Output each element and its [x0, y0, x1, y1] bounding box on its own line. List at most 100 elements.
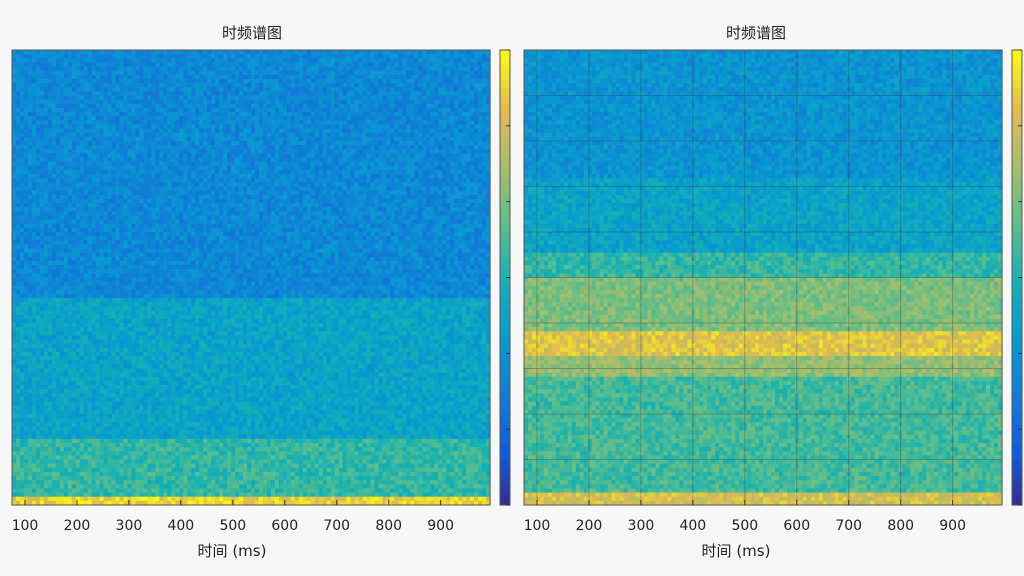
- heatmap-cell: [450, 198, 455, 204]
- heatmap-cell: [378, 124, 384, 130]
- heatmap-cell: [123, 186, 129, 192]
- heatmap-cell: [310, 136, 316, 142]
- heatmap-cell: [474, 91, 479, 97]
- heatmap-cell: [286, 124, 292, 130]
- heatmap-cell: [370, 74, 376, 80]
- heatmap-cell: [231, 87, 236, 92]
- heatmap-cell: [474, 116, 479, 121]
- heatmap-cell: [179, 211, 184, 217]
- heatmap-cell: [71, 219, 77, 225]
- heatmap-cell: [358, 190, 364, 196]
- heatmap-cell: [167, 132, 172, 138]
- heatmap-cell: [203, 107, 208, 113]
- heatmap-cell: [111, 215, 117, 221]
- heatmap-cell: [31, 99, 37, 105]
- heatmap-cell: [12, 157, 17, 163]
- heatmap-cell: [262, 116, 268, 121]
- heatmap-cell: [486, 161, 491, 167]
- heatmap-cell: [302, 145, 308, 150]
- heatmap-cell: [434, 62, 439, 68]
- heatmap-cell: [434, 141, 439, 146]
- heatmap-cell: [211, 157, 216, 163]
- heatmap-cell: [43, 161, 49, 167]
- heatmap-cell: [390, 190, 395, 196]
- heatmap-cell: [47, 120, 53, 126]
- heatmap-cell: [195, 50, 200, 55]
- heatmap-cell: [23, 169, 29, 175]
- heatmap-cell: [19, 116, 25, 121]
- heatmap-cell: [83, 169, 89, 175]
- heatmap-cell: [115, 219, 121, 225]
- heatmap-cell: [410, 66, 415, 72]
- heatmap-cell: [43, 186, 49, 192]
- heatmap-cell: [115, 211, 121, 217]
- heatmap-cell: [251, 215, 256, 221]
- heatmap-cell: [67, 58, 73, 64]
- heatmap-cell: [63, 182, 69, 188]
- heatmap-cell: [434, 194, 439, 200]
- heatmap-cell: [167, 174, 172, 179]
- heatmap-cell: [75, 62, 81, 68]
- heatmap-cell: [390, 215, 395, 221]
- heatmap-cell: [139, 58, 145, 64]
- heatmap-cell: [123, 107, 129, 113]
- heatmap-cell: [139, 70, 145, 76]
- heatmap-cell: [334, 58, 340, 64]
- heatmap-cell: [199, 70, 204, 76]
- heatmap-cell: [203, 99, 208, 105]
- heatmap-cell: [434, 203, 439, 208]
- heatmap-cell: [266, 215, 272, 221]
- heatmap-cell: [422, 215, 427, 221]
- heatmap-cell: [163, 203, 168, 208]
- heatmap-cell: [386, 190, 392, 196]
- heatmap-cell: [294, 174, 300, 179]
- heatmap-cell: [187, 78, 192, 84]
- heatmap-cell: [91, 207, 97, 212]
- heatmap-cell: [410, 124, 415, 130]
- heatmap-cell: [67, 74, 73, 80]
- heatmap-cell: [262, 203, 268, 208]
- heatmap-cell: [426, 178, 431, 183]
- heatmap-cell: [131, 132, 137, 138]
- heatmap-cell: [382, 107, 388, 113]
- heatmap-cell: [75, 70, 81, 76]
- heatmap-cell: [12, 124, 17, 130]
- heatmap-cell: [235, 116, 240, 121]
- heatmap-cell: [243, 141, 248, 146]
- heatmap-cell: [474, 87, 479, 92]
- heatmap-cell: [278, 78, 284, 84]
- heatmap-cell: [111, 198, 117, 204]
- heatmap-cell: [83, 174, 89, 179]
- heatmap-cell: [302, 50, 308, 55]
- heatmap-cell: [402, 157, 407, 163]
- heatmap-cell: [326, 194, 332, 200]
- heatmap-cell: [175, 95, 180, 101]
- heatmap-cell: [23, 112, 29, 117]
- heatmap-cell: [290, 178, 296, 183]
- heatmap-cell: [286, 103, 292, 109]
- heatmap-cell: [251, 174, 256, 179]
- heatmap-cell: [422, 211, 427, 217]
- heatmap-cell: [139, 107, 145, 113]
- heatmap-cell: [310, 62, 316, 68]
- heatmap-cell: [247, 132, 252, 138]
- heatmap-cell: [454, 66, 459, 72]
- heatmap-cell: [386, 141, 392, 146]
- heatmap-cell: [382, 186, 388, 192]
- heatmap-cell: [362, 153, 368, 159]
- heatmap-cell: [119, 186, 125, 192]
- heatmap-cell: [211, 161, 216, 167]
- heatmap-cell: [298, 66, 304, 72]
- heatmap-cell: [386, 70, 392, 76]
- heatmap-cell: [75, 58, 81, 64]
- heatmap-cell: [55, 190, 61, 196]
- heatmap-cell: [258, 153, 264, 159]
- heatmap-cell: [290, 58, 296, 64]
- heatmap-cell: [430, 107, 435, 113]
- heatmap-cell: [199, 207, 204, 212]
- heatmap-cell: [310, 58, 316, 64]
- heatmap-cell: [406, 70, 411, 76]
- heatmap-cell: [12, 50, 17, 55]
- heatmap-cell: [235, 215, 240, 221]
- heatmap-cell: [151, 107, 156, 113]
